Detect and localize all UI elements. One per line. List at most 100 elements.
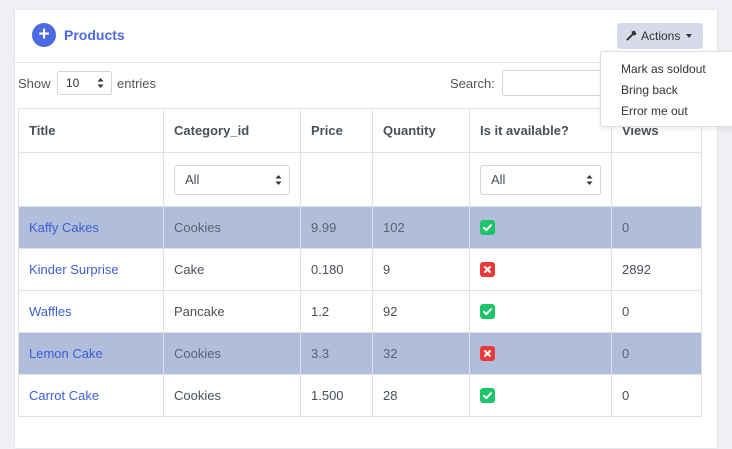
cell-title: Carrot Cake [18, 374, 164, 417]
product-title-link[interactable]: Lemon Cake [29, 346, 103, 361]
column-header-category[interactable]: Category_id [163, 108, 301, 153]
cell-quantity: 28 [372, 374, 470, 417]
price-value: 1.2 [311, 304, 330, 319]
select-arrows-icon [275, 174, 282, 185]
filter-cell: All [469, 152, 612, 207]
views-value: 0 [622, 304, 630, 319]
cell-views: 0 [611, 374, 702, 417]
cell-views: 0 [611, 290, 702, 333]
product-title-link[interactable]: Carrot Cake [29, 388, 100, 403]
cell-quantity: 9 [372, 248, 470, 291]
cell-category: Cake [163, 248, 301, 291]
table-row[interactable]: Kaffy Cakes Cookies 9.99 102 0 [18, 206, 702, 249]
cell-category: Pancake [163, 290, 301, 333]
cell-price: 1.2 [300, 290, 373, 333]
category-value: Cookies [174, 388, 221, 403]
filter-cell [300, 152, 373, 207]
quantity-value: 9 [383, 262, 391, 277]
actions-button[interactable]: Actions [617, 23, 703, 49]
cell-available [469, 290, 612, 333]
search-input[interactable] [502, 70, 602, 96]
product-title-link[interactable]: Kaffy Cakes [29, 220, 99, 235]
filter-cell [18, 152, 164, 207]
table-row[interactable]: Carrot Cake Cookies 1.500 28 0 [18, 374, 702, 417]
product-title-link[interactable]: Waffles [29, 304, 72, 319]
quantity-value: 92 [383, 304, 398, 319]
column-header-quantity[interactable]: Quantity [372, 108, 470, 153]
check-square-icon [480, 388, 495, 403]
category-value: Pancake [174, 304, 225, 319]
column-header-price[interactable]: Price [300, 108, 373, 153]
quantity-value: 32 [383, 346, 398, 361]
price-value: 3.3 [311, 346, 330, 361]
entries-select[interactable]: 10 [57, 71, 112, 95]
cell-title: Kaffy Cakes [18, 206, 164, 249]
category-value: Cookies [174, 220, 221, 235]
check-square-icon [480, 304, 495, 319]
views-value: 0 [622, 388, 630, 403]
cell-available [469, 332, 612, 375]
cell-available [469, 206, 612, 249]
product-title-link[interactable]: Kinder Surprise [29, 262, 119, 277]
price-value: 1.500 [311, 388, 344, 403]
cell-title: Waffles [18, 290, 164, 333]
hammer-icon [626, 30, 637, 41]
table-header-row: Title Category_id Price Quantity Is it a… [18, 108, 702, 153]
filter-cell [611, 152, 702, 207]
table-row[interactable]: Lemon Cake Cookies 3.3 32 0 [18, 332, 702, 375]
x-square-icon [480, 262, 495, 277]
cell-price: 1.500 [300, 374, 373, 417]
price-value: 9.99 [311, 220, 337, 235]
filter-row: All All [18, 152, 702, 207]
entries-label: entries [117, 76, 157, 91]
cell-category: Cookies [163, 374, 301, 417]
products-table: Title Category_id Price Quantity Is it a… [18, 108, 702, 417]
column-header-title[interactable]: Title [18, 108, 164, 153]
cell-views: 2892 [611, 248, 702, 291]
cell-title: Lemon Cake [18, 332, 164, 375]
select-arrows-icon [586, 174, 593, 185]
table-row[interactable]: Kinder Surprise Cake 0.180 9 2892 [18, 248, 702, 291]
actions-dropdown-menu: Mark as soldout Bring back Error me out [600, 51, 732, 127]
cell-title: Kinder Surprise [18, 248, 164, 291]
category-value: Cookies [174, 346, 221, 361]
category-value: Cake [174, 262, 205, 277]
cell-available [469, 374, 612, 417]
page-title: Products [64, 27, 125, 43]
table-row[interactable]: Waffles Pancake 1.2 92 0 [18, 290, 702, 333]
category-filter-value: All [185, 171, 200, 187]
entries-select-value: 10 [66, 76, 80, 90]
filter-cell [372, 152, 470, 207]
x-square-icon [480, 346, 495, 361]
cell-category: Cookies [163, 332, 301, 375]
cell-views: 0 [611, 206, 702, 249]
menu-item-bring-back[interactable]: Bring back [621, 83, 678, 97]
select-arrows-icon [97, 78, 104, 88]
add-product-button[interactable]: + [32, 23, 56, 47]
cell-category: Cookies [163, 206, 301, 249]
cell-price: 3.3 [300, 332, 373, 375]
menu-item-mark-soldout[interactable]: Mark as soldout [621, 62, 706, 76]
cell-quantity: 102 [372, 206, 470, 249]
column-header-available[interactable]: Is it available? [469, 108, 612, 153]
quantity-value: 28 [383, 388, 398, 403]
price-value: 0.180 [311, 262, 344, 277]
views-value: 2892 [622, 262, 651, 277]
show-label: Show [18, 76, 51, 91]
views-value: 0 [622, 220, 630, 235]
check-square-icon [480, 220, 495, 235]
views-value: 0 [622, 346, 630, 361]
filter-cell: All [163, 152, 301, 207]
cell-quantity: 32 [372, 332, 470, 375]
card-header: + Products Actions [15, 10, 717, 63]
cell-quantity: 92 [372, 290, 470, 333]
available-filter-select[interactable]: All [480, 164, 601, 195]
cell-views: 0 [611, 332, 702, 375]
cell-available [469, 248, 612, 291]
cell-price: 9.99 [300, 206, 373, 249]
menu-item-error-me-out[interactable]: Error me out [621, 104, 688, 118]
available-filter-value: All [491, 171, 506, 187]
quantity-value: 102 [383, 220, 405, 235]
category-filter-select[interactable]: All [174, 164, 290, 195]
actions-label: Actions [641, 29, 681, 43]
